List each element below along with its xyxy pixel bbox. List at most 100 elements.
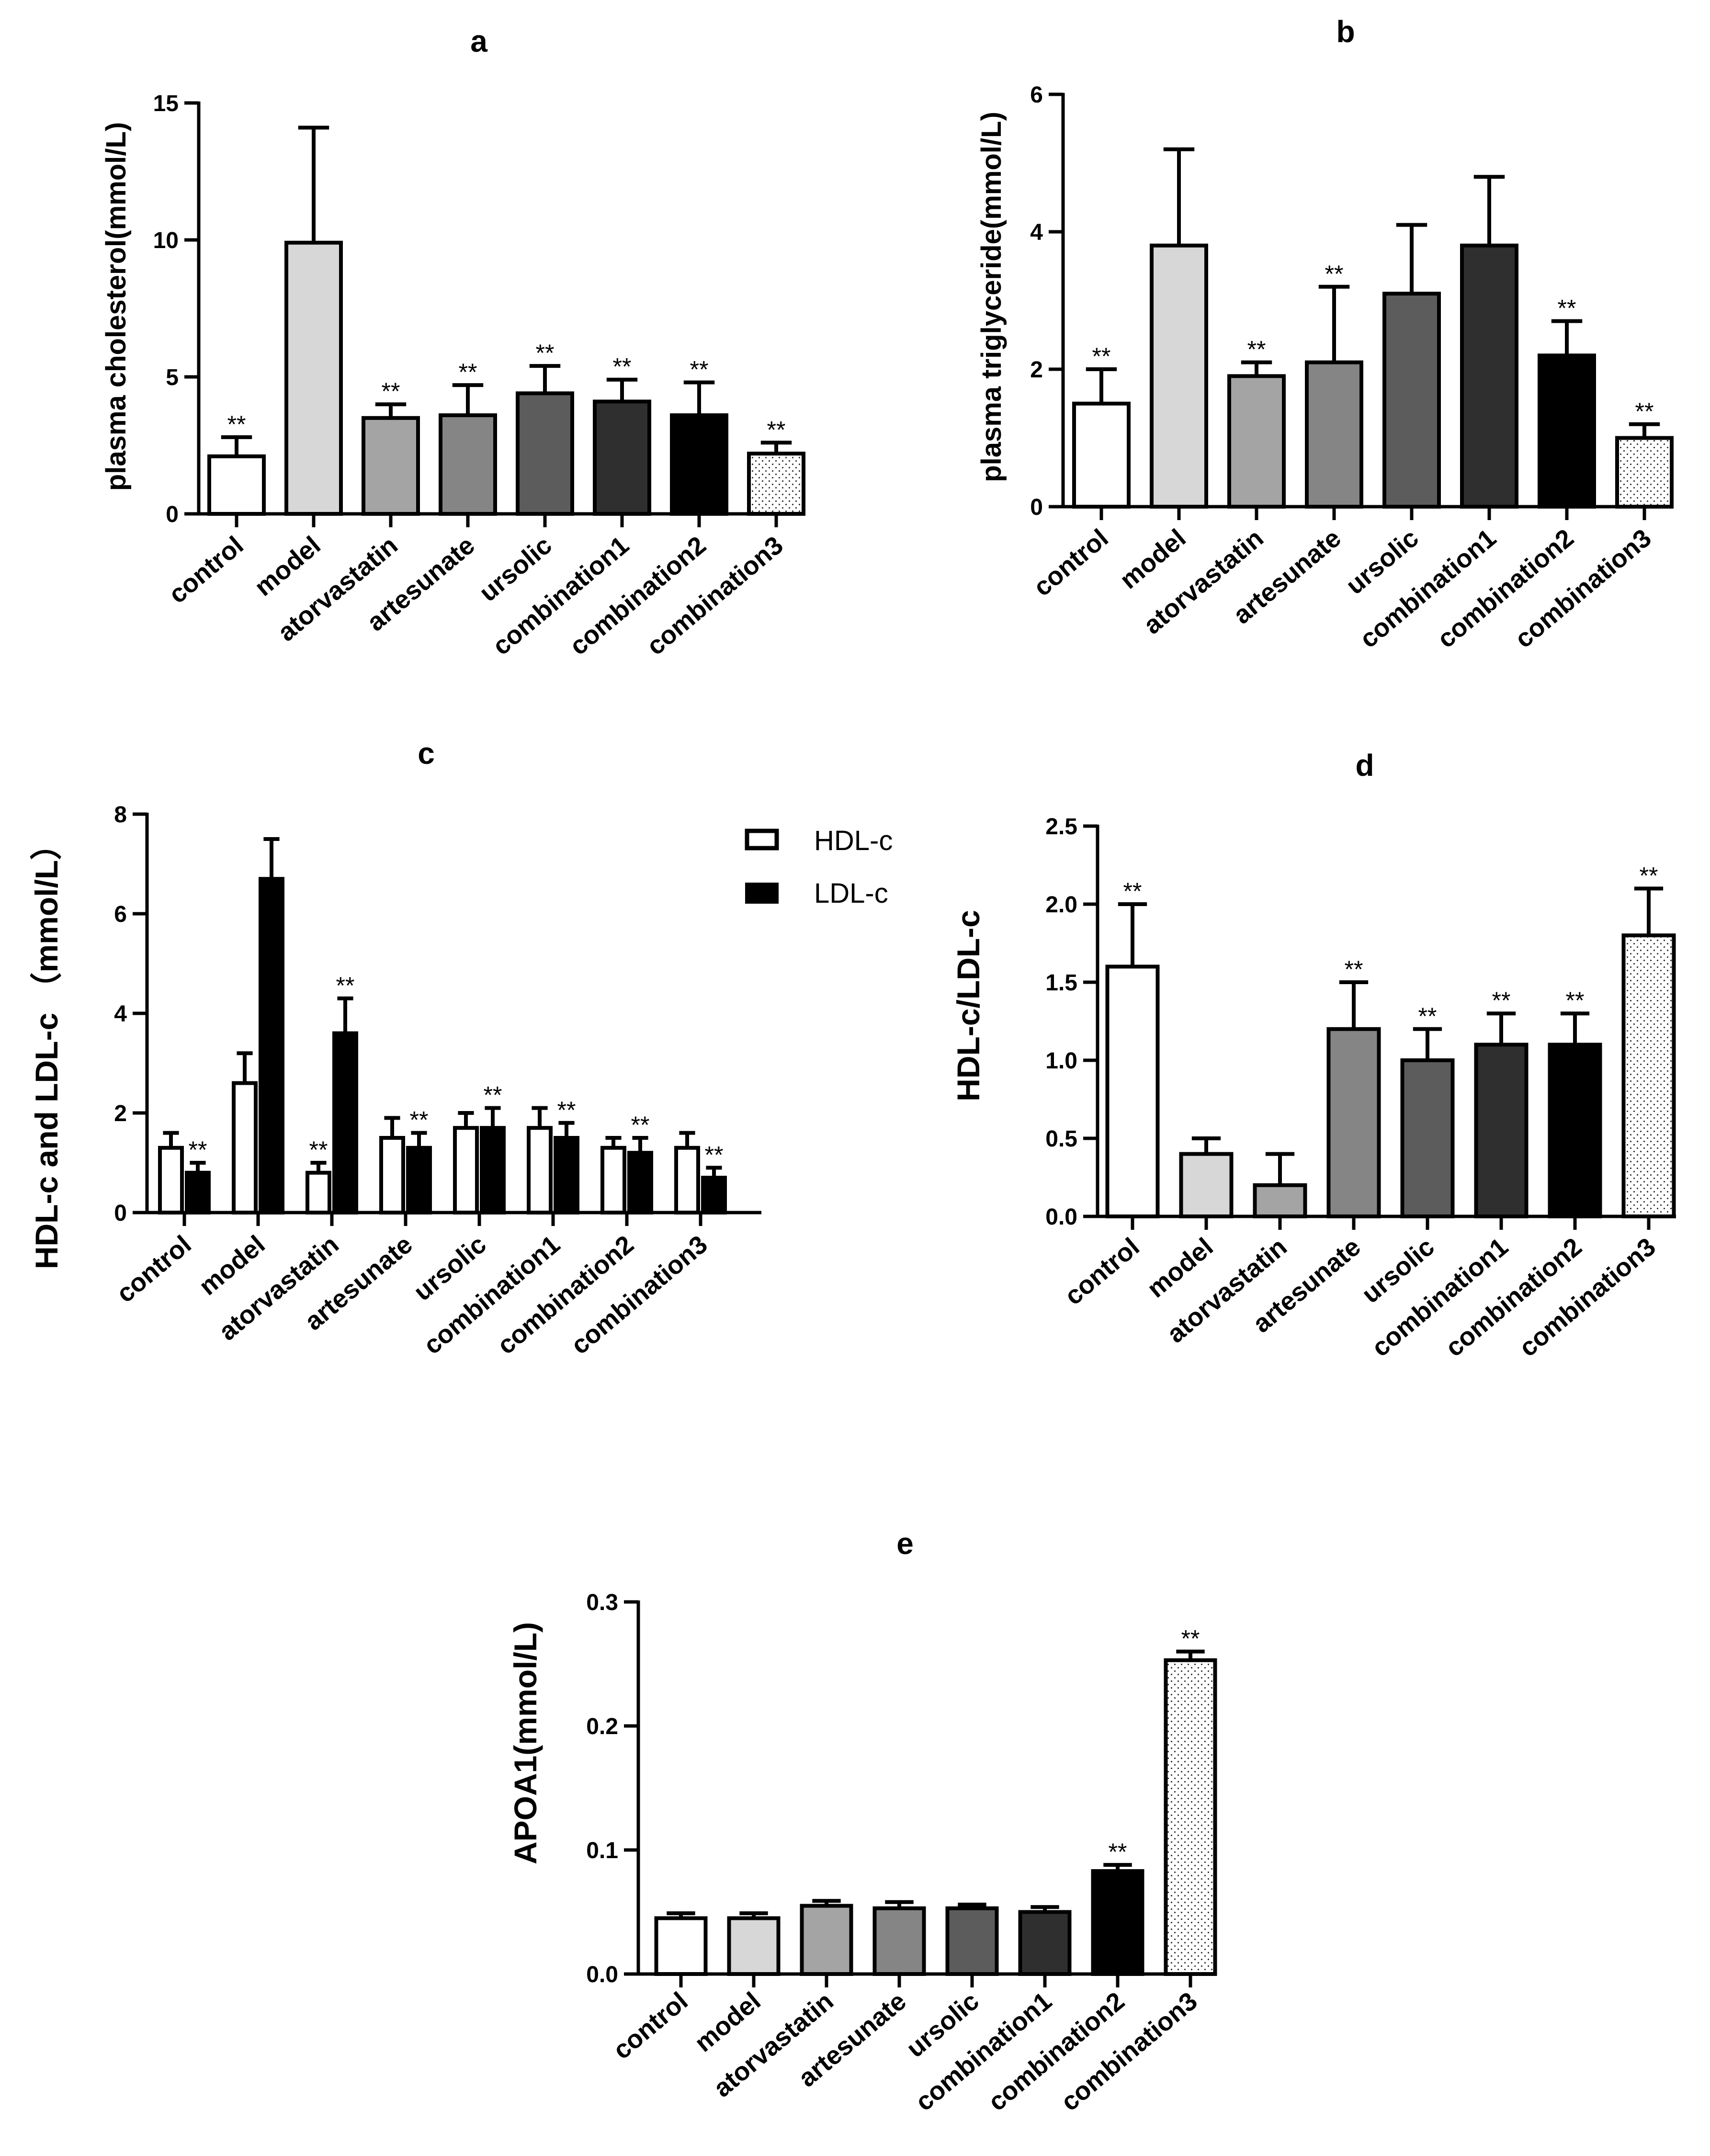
ldl-bar: [627, 1151, 653, 1214]
combination3-significance: **: [1635, 398, 1654, 425]
combination3-bar: [747, 452, 805, 516]
combination1-significance: **: [613, 353, 632, 380]
panel-a-title: a: [470, 24, 487, 58]
combination2-significance: **: [1109, 1838, 1127, 1865]
panel-b-title: b: [1336, 14, 1355, 49]
panel-a-ylabel: plasma cholesterol(mmol/L): [101, 122, 132, 491]
ldl-bar: [185, 1170, 211, 1215]
panel-c: c HDL-c and LDL-c （mmol/L） HDL-c LDL-c 0…: [29, 736, 893, 1360]
x-tick-label: combination1: [487, 531, 634, 661]
combination3-bar: [1621, 933, 1676, 1218]
x-tick-label: control: [1028, 523, 1114, 602]
y-tick-label: 0.0: [586, 1962, 618, 1987]
combination2-bar: [1538, 353, 1596, 509]
ldl-bar: [259, 877, 284, 1214]
y-tick-label: 2: [114, 1101, 127, 1126]
legend-label-hdl: HDL-c: [814, 825, 893, 856]
control-significance: **: [1123, 878, 1142, 905]
panel-d-ylabel: HDL-c/LDL-c: [951, 910, 986, 1101]
ldl-significance: **: [189, 1136, 207, 1163]
combination3-bar: [1164, 1658, 1217, 1976]
hdl-bar: [379, 1136, 405, 1214]
ldl-significance: **: [705, 1141, 724, 1168]
ldl-bar: [554, 1136, 579, 1214]
control-significance: **: [1092, 343, 1111, 370]
ldl-bar: [332, 1031, 358, 1215]
y-tick-label: 0.1: [586, 1838, 618, 1863]
ldl-bar: [701, 1176, 727, 1214]
combination2-bar: [670, 413, 728, 516]
panel-b: b plasma triglyceride(mmol/L) 0 2 4 6 contro…: [976, 14, 1674, 654]
ldl-significance: **: [557, 1097, 576, 1123]
model-bar: [1179, 1152, 1234, 1219]
panel-c-title: c: [418, 736, 435, 771]
control-significance: **: [227, 411, 246, 438]
panel-c-ylabel: HDL-c and LDL-c （mmol/L）: [29, 828, 64, 1269]
model-bar: [284, 240, 343, 516]
artesunate-significance: **: [1345, 956, 1363, 983]
atorvastatin-bar: [1253, 1183, 1307, 1219]
ldl-bar: [480, 1126, 506, 1214]
combination1-bar: [1474, 1043, 1529, 1218]
x-tick-label: combination1: [1354, 523, 1501, 654]
control-bar: [1105, 965, 1160, 1218]
panel-d-title: d: [1355, 748, 1374, 783]
atorvastatin-significance: **: [382, 378, 400, 405]
artesunate-bar: [439, 413, 497, 516]
combination3-significance: **: [767, 416, 786, 443]
x-tick-label: control: [1059, 1232, 1145, 1311]
ursolic-bar: [945, 1906, 999, 1976]
ldl-significance: **: [484, 1082, 502, 1109]
x-tick-label: control: [163, 531, 249, 609]
y-tick-label: 10: [153, 228, 179, 253]
ursolic-significance: **: [1418, 1003, 1437, 1030]
artesunate-bar: [1326, 1027, 1381, 1219]
combination1-bar: [1460, 243, 1518, 509]
combination2-significance: **: [1558, 295, 1576, 322]
artesunate-bar: [872, 1906, 926, 1976]
ursolic-bar: [1382, 292, 1441, 509]
y-tick-label: 5: [166, 365, 179, 390]
atorvastatin-significance: **: [1247, 336, 1266, 363]
y-tick-label: 0.2: [586, 1714, 618, 1739]
ldl-significance: **: [631, 1112, 650, 1138]
ursolic-bar: [516, 391, 574, 516]
x-tick-label: combination3: [641, 531, 788, 661]
hdl-bar: [453, 1126, 479, 1214]
y-tick-label: 8: [114, 802, 127, 828]
combination1-bar: [593, 399, 651, 516]
hdl-bar: [527, 1126, 553, 1214]
legend-label-ldl: LDL-c: [814, 878, 888, 909]
combination3-bar: [1615, 436, 1674, 509]
y-tick-label: 6: [114, 902, 127, 927]
y-tick-label: 2.0: [1045, 892, 1077, 918]
hdl-bar: [306, 1170, 331, 1215]
hdl-bar: [158, 1146, 184, 1215]
artesunate-significance: **: [1325, 261, 1344, 287]
panel-d: d HDL-c/LDL-c 0.0 0.5 1.0 1.5 2.0 2.5 control *…: [951, 748, 1676, 1362]
y-tick-label: 0: [114, 1201, 127, 1226]
x-tick-label: control: [608, 1986, 693, 2065]
y-tick-label: 0: [166, 502, 179, 527]
combination1-significance: **: [1492, 987, 1511, 1014]
combination1-bar: [1018, 1910, 1072, 1976]
x-tick-label: combination2: [564, 531, 711, 661]
panel-b-ylabel: plasma triglyceride(mmol/L): [976, 112, 1007, 482]
y-tick-label: 2: [1030, 357, 1043, 383]
hdl-bar: [600, 1146, 626, 1215]
model-bar: [1150, 243, 1208, 509]
y-tick-label: 1.0: [1045, 1048, 1077, 1074]
y-tick-label: 0.0: [1045, 1204, 1077, 1230]
y-tick-label: 1.5: [1045, 970, 1077, 996]
legend-swatch-hdl: [745, 828, 779, 851]
y-tick-label: 2.5: [1045, 814, 1077, 840]
legend-swatch-ldl: [745, 883, 779, 904]
y-tick-label: 15: [153, 91, 179, 116]
atorvastatin-bar: [800, 1904, 853, 1976]
hdl-significance: **: [309, 1136, 328, 1163]
y-tick-label: 6: [1030, 82, 1043, 108]
artesunate-significance: **: [459, 359, 477, 386]
model-bar: [727, 1916, 781, 1976]
panel-e-title: e: [896, 1526, 914, 1561]
